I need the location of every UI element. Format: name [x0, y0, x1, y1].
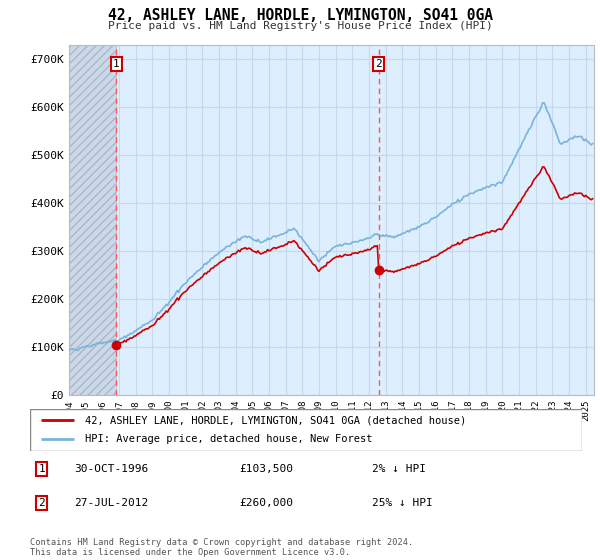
- Text: 42, ASHLEY LANE, HORDLE, LYMINGTON, SO41 0GA (detached house): 42, ASHLEY LANE, HORDLE, LYMINGTON, SO41…: [85, 415, 466, 425]
- Bar: [69, 45, 116, 395]
- Text: Price paid vs. HM Land Registry's House Price Index (HPI): Price paid vs. HM Land Registry's House …: [107, 21, 493, 31]
- Text: 42, ASHLEY LANE, HORDLE, LYMINGTON, SO41 0GA: 42, ASHLEY LANE, HORDLE, LYMINGTON, SO41…: [107, 8, 493, 24]
- Text: £103,500: £103,500: [240, 464, 294, 474]
- Text: 27-JUL-2012: 27-JUL-2012: [74, 498, 148, 508]
- Text: HPI: Average price, detached house, New Forest: HPI: Average price, detached house, New …: [85, 435, 373, 445]
- Text: 2: 2: [38, 498, 45, 508]
- Text: 25% ↓ HPI: 25% ↓ HPI: [372, 498, 433, 508]
- Text: 1: 1: [38, 464, 45, 474]
- FancyBboxPatch shape: [30, 409, 582, 451]
- Bar: [69, 45, 116, 395]
- Text: 2% ↓ HPI: 2% ↓ HPI: [372, 464, 426, 474]
- Text: 1: 1: [113, 59, 119, 69]
- Text: Contains HM Land Registry data © Crown copyright and database right 2024.
This d: Contains HM Land Registry data © Crown c…: [30, 538, 413, 557]
- Text: 2: 2: [375, 59, 382, 69]
- Text: 30-OCT-1996: 30-OCT-1996: [74, 464, 148, 474]
- Text: £260,000: £260,000: [240, 498, 294, 508]
